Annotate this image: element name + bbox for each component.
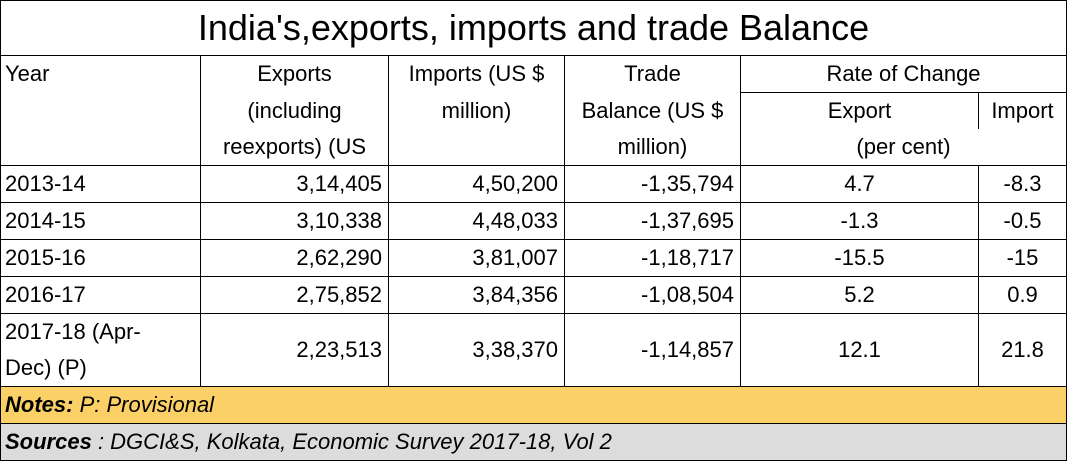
table-row: 2017-18 (Apr- Dec) (P) 2,23,513 3,38,370 … [0, 313, 1067, 387]
header-trade-line2: Balance (US $ [564, 92, 741, 129]
cell-exports: 3,14,405 [200, 165, 389, 203]
cell-imports: 4,48,033 [388, 202, 565, 240]
table-row: 2014-15 3,10,338 4,48,033 -1,37,695 -1.3… [0, 202, 1067, 240]
header-imports-line2: million) [388, 92, 565, 129]
cell-trade-balance: -1,18,717 [564, 239, 741, 277]
cell-exports: 2,23,513 [200, 313, 389, 387]
notes-label: Notes: [5, 392, 74, 417]
header-row-3: reexports) (US million) (per cent) [1, 129, 1067, 166]
cell-rate-import: -0.5 [978, 202, 1067, 240]
cell-trade-balance: -1,14,857 [564, 313, 741, 387]
cell-imports: 3,38,370 [388, 313, 565, 387]
table-row: 2015-16 2,62,290 3,81,007 -1,18,717 -15.… [0, 239, 1067, 277]
notes-cell: Notes: P: Provisional [0, 386, 1067, 424]
cell-year: 2017-18 (Apr- Dec) (P) [0, 313, 201, 387]
sources-row: Sources : DGCI&S, Kolkata, Economic Surv… [0, 423, 1067, 461]
cell-rate-import: 0.9 [978, 276, 1067, 314]
header-exports-line1: Exports [200, 55, 389, 93]
cell-exports: 3,10,338 [200, 202, 389, 240]
sources-label: Sources [5, 429, 92, 454]
cell-rate-export: -1.3 [740, 202, 979, 240]
header-year: Year [0, 55, 201, 166]
title-row: India's,exports, imports and trade Balan… [0, 0, 1067, 56]
cell-rate-import: 21.8 [978, 313, 1067, 387]
cell-year: 2016-17 [0, 276, 201, 314]
table-row: 2013-14 3,14,405 4,50,200 -1,35,794 4.7 … [0, 165, 1067, 203]
cell-year: 2014-15 [0, 202, 201, 240]
header-trade-line3: million) [564, 129, 741, 166]
cell-year-line2: Dec) (P) [5, 355, 87, 380]
header-per-cent: (per cent) [740, 129, 1067, 166]
cell-imports: 3,84,356 [388, 276, 565, 314]
header-imports-line1: Imports (US $ [388, 55, 565, 93]
header-exports-line2: (including [200, 92, 389, 129]
cell-imports: 3,81,007 [388, 239, 565, 277]
cell-exports: 2,62,290 [200, 239, 389, 277]
header-rate-of-change: Rate of Change [740, 55, 1067, 93]
header-exports-line3: reexports) (US [200, 129, 389, 166]
cell-rate-import: -15 [978, 239, 1067, 277]
cell-rate-export: 4.7 [740, 165, 979, 203]
table-title: India's,exports, imports and trade Balan… [0, 0, 1067, 56]
cell-trade-balance: -1,35,794 [564, 165, 741, 203]
cell-rate-export: 5.2 [740, 276, 979, 314]
cell-rate-export: -15.5 [740, 239, 979, 277]
cell-rate-import: -8.3 [978, 165, 1067, 203]
cell-trade-balance: -1,37,695 [564, 202, 741, 240]
header-trade-line1: Trade [564, 55, 741, 93]
notes-text: P: Provisional [73, 392, 215, 417]
cell-rate-export: 12.1 [740, 313, 979, 387]
header-imports-line3 [388, 129, 565, 166]
table-row: 2016-17 2,75,852 3,84,356 -1,08,504 5.2 … [0, 276, 1067, 314]
header-row-1: Year Exports Imports (US $ Trade Rate of… [0, 55, 1067, 166]
cell-imports: 4,50,200 [388, 165, 565, 203]
sources-text: : DGCI&S, Kolkata, Economic Survey 2017-… [91, 429, 612, 454]
header-rate-import: Import [978, 92, 1067, 129]
sources-cell: Sources : DGCI&S, Kolkata, Economic Surv… [0, 423, 1067, 461]
cell-exports: 2,75,852 [200, 276, 389, 314]
cell-year: 2015-16 [0, 239, 201, 277]
cell-year-line1: 2017-18 (Apr- [5, 319, 141, 344]
header-row-2: (including million) Balance (US $ Export… [1, 92, 1067, 129]
header-rate-export: Export [740, 92, 979, 129]
cell-year: 2013-14 [0, 165, 201, 203]
cell-trade-balance: -1,08,504 [564, 276, 741, 314]
notes-row: Notes: P: Provisional [0, 386, 1067, 424]
